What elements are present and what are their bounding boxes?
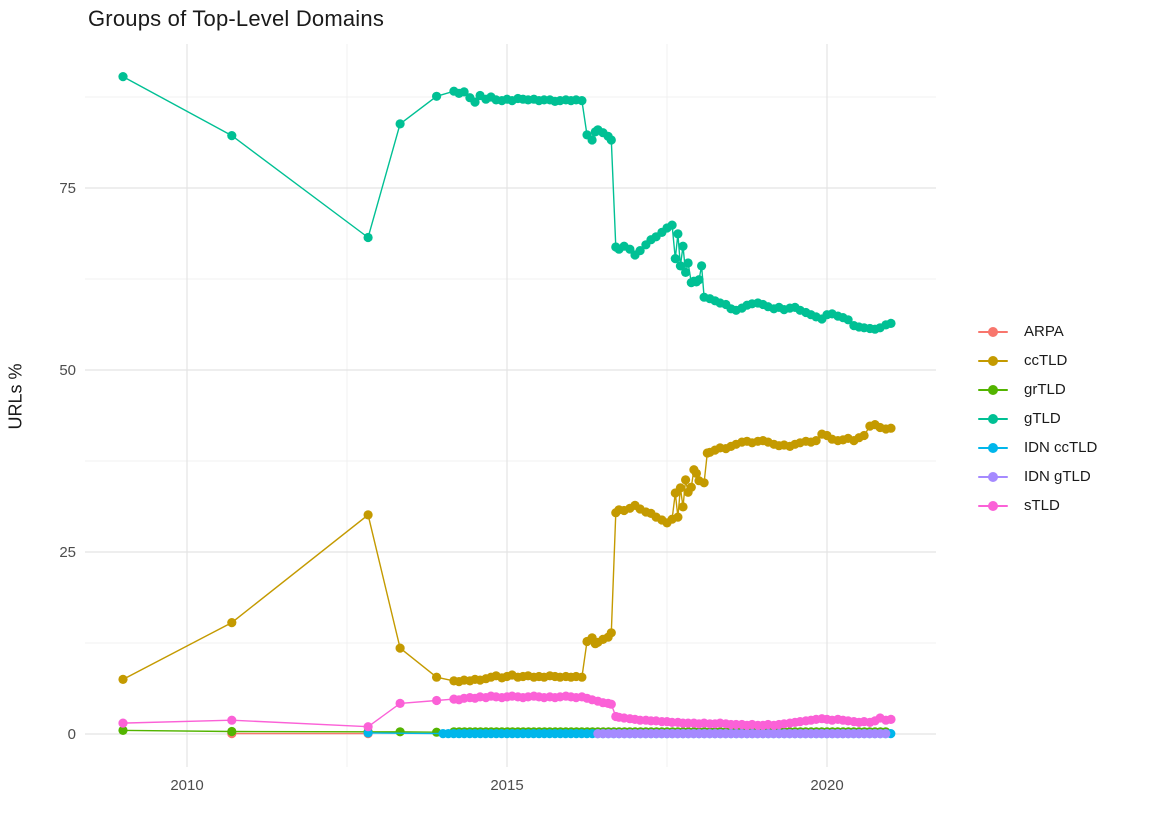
legend-dot-icon (988, 326, 998, 337)
legend-item-label: IDN ccTLD (1024, 439, 1098, 456)
legend-item-arpa: ARPA (978, 317, 1097, 346)
legend-item-gtld: gTLD (978, 404, 1097, 433)
data-point (670, 254, 680, 264)
legend-item-grtld: grTLD (978, 375, 1097, 404)
data-point (675, 261, 686, 271)
data-point (459, 87, 469, 97)
data-point (886, 423, 896, 433)
legend-key-icon (978, 442, 1008, 454)
legend-key-icon (978, 326, 1008, 338)
data-point (635, 246, 645, 256)
data-point (606, 628, 616, 638)
data-point (673, 229, 683, 239)
data-point (118, 72, 128, 82)
legend-dot-icon (988, 355, 998, 366)
legend-item-label: sTLD (1024, 497, 1060, 514)
x-tick-label: 2010 (170, 777, 203, 794)
legend-item-label: IDN gTLD (1024, 468, 1091, 485)
data-point (395, 727, 405, 737)
data-point (694, 275, 704, 285)
legend-key-icon (978, 500, 1008, 512)
data-point (432, 695, 442, 706)
series-cctld (118, 420, 896, 687)
data-point (432, 672, 442, 682)
data-point (227, 715, 237, 725)
chart-title: Groups of Top-Level Domains (88, 6, 385, 31)
data-point (470, 97, 480, 107)
y-tick-label: 25 (59, 544, 76, 561)
data-point (673, 512, 683, 522)
data-point (606, 699, 616, 709)
data-point (678, 502, 688, 512)
data-point (118, 674, 128, 685)
legend-key-icon (978, 413, 1008, 425)
data-point (675, 483, 686, 493)
legend-item-label: ARPA (1024, 323, 1064, 340)
legend-item-label: gTLD (1024, 410, 1061, 427)
data-point (886, 714, 896, 725)
data-point (577, 96, 587, 106)
legend-item-idn-gtld: IDN gTLD (978, 462, 1097, 491)
legend-item-cctld: ccTLD (978, 346, 1097, 375)
data-point (881, 729, 891, 739)
data-point (395, 119, 405, 129)
data-point (843, 315, 853, 325)
data-point (227, 131, 237, 141)
data-point (691, 468, 702, 478)
legend-dot-icon (988, 384, 998, 395)
y-tick-label: 75 (59, 180, 76, 197)
legend-key-icon (978, 471, 1008, 483)
data-point (363, 232, 373, 243)
legend: ARPA ccTLD grTLD gTLD IDN ccTLD IDN gTLD sTLD (978, 317, 1097, 520)
series-stld (118, 691, 896, 732)
data-point (587, 135, 597, 145)
series-gtld (118, 72, 896, 334)
legend-key-icon (978, 355, 1008, 367)
legend-item-label: ccTLD (1024, 352, 1068, 369)
legend-item-stld: sTLD (978, 491, 1097, 520)
data-point (432, 91, 442, 101)
data-point (886, 318, 896, 328)
legend-item-idn-cctld: IDN ccTLD (978, 433, 1097, 462)
x-tick-label: 2015 (490, 777, 523, 794)
x-tick-label: 2020 (810, 777, 843, 794)
data-point (118, 725, 128, 736)
legend-dot-icon (988, 500, 998, 511)
data-point (859, 430, 869, 441)
series-idn-gtld (593, 729, 891, 739)
data-point (227, 726, 237, 737)
data-point (395, 643, 405, 653)
data-point (363, 722, 373, 732)
data-point (227, 618, 237, 628)
y-tick-label: 50 (59, 362, 76, 379)
y-tick-label: 0 (68, 726, 76, 743)
data-point (363, 510, 373, 520)
legend-dot-icon (988, 442, 998, 453)
data-point (606, 135, 616, 145)
data-point (577, 672, 587, 682)
legend-dot-icon (988, 413, 998, 424)
data-point (395, 698, 405, 709)
data-point (667, 220, 677, 230)
legend-dot-icon (988, 471, 998, 482)
series-arpa (227, 729, 373, 739)
data-point (118, 718, 128, 728)
data-point (678, 241, 688, 251)
legend-key-icon (978, 384, 1008, 396)
data-point (811, 436, 821, 446)
data-point (681, 475, 691, 485)
data-point (681, 267, 691, 277)
data-point (697, 261, 707, 271)
legend-item-label: grTLD (1024, 381, 1066, 398)
data-point (683, 258, 693, 268)
data-point (686, 482, 696, 492)
data-point (699, 478, 709, 488)
